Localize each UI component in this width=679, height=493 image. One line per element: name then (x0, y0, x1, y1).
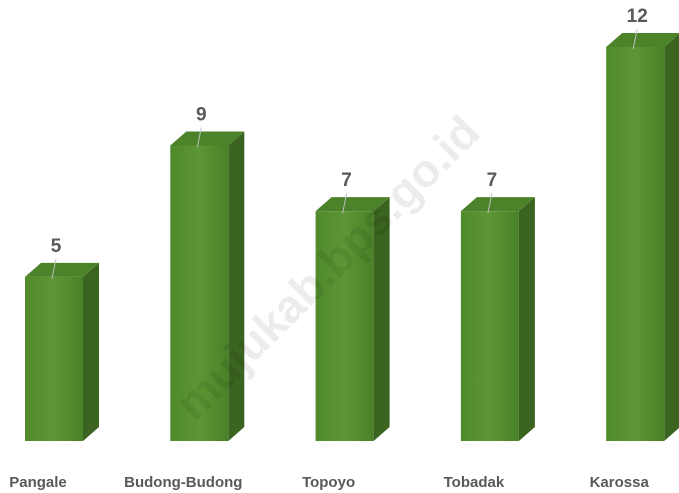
leader-line (342, 193, 348, 214)
leader-line (51, 258, 57, 279)
bar (170, 145, 229, 441)
x-tick-label: Pangale (9, 474, 67, 491)
bar-side (228, 131, 245, 441)
value-label: 7 (487, 170, 498, 191)
value-label: 7 (341, 170, 352, 191)
value-label: 9 (196, 105, 207, 126)
x-tick-label: Tobadak (444, 474, 505, 491)
leader-line (196, 127, 202, 148)
leader-line (487, 193, 493, 214)
bar (315, 211, 374, 441)
bar-side (518, 197, 535, 441)
bar-top (170, 131, 245, 146)
bar-side (83, 262, 99, 441)
bar-side (664, 34, 679, 441)
x-tick-label: Topoyo (302, 474, 355, 491)
bar-side (373, 197, 390, 441)
value-label: 12 (627, 6, 648, 27)
bar-top (606, 33, 679, 47)
bar-top (460, 197, 535, 212)
bars: 5 Pangale 9 Budong-Budong 7 Topoyo 7 Tobadak 12 K… (9, 6, 679, 491)
bar (606, 47, 665, 441)
bar-top (315, 197, 390, 212)
bar (25, 276, 83, 441)
bar-top (25, 262, 99, 277)
bar (460, 211, 519, 441)
x-tick-label: Budong-Budong (124, 474, 242, 491)
leader-line (632, 28, 638, 50)
value-label: 5 (51, 236, 62, 257)
x-tick-label: Karossa (590, 474, 650, 491)
